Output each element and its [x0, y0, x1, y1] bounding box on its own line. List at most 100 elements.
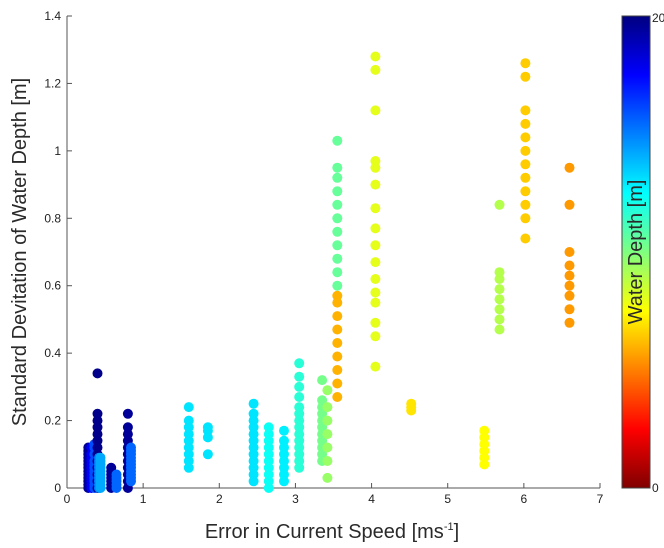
data-point — [317, 375, 328, 386]
data-point — [520, 233, 531, 244]
colorbar-max-label: 20 — [652, 11, 664, 25]
data-point — [564, 162, 575, 173]
y-tick-label: 0 — [54, 481, 61, 495]
data-point — [332, 338, 343, 348]
data-point — [520, 132, 531, 143]
y-tick-label: 0.2 — [44, 414, 61, 428]
x-tick-label: 3 — [292, 492, 299, 506]
data-point — [332, 267, 343, 278]
data-point — [370, 331, 381, 342]
data-point — [406, 398, 417, 409]
data-point — [564, 280, 575, 291]
data-point — [332, 280, 343, 291]
y-tick-label: 0.8 — [44, 211, 61, 225]
y-tick-label: 0.4 — [44, 346, 61, 360]
data-point — [370, 317, 381, 328]
data-point — [332, 186, 343, 197]
y-tick-label: 1.4 — [44, 9, 61, 23]
data-point — [322, 429, 333, 440]
data-point — [122, 422, 133, 433]
x-tick-label: 6 — [521, 492, 528, 506]
y-tick-label: 1.2 — [44, 76, 61, 90]
x-tick-label: 5 — [444, 492, 451, 506]
data-point — [294, 392, 305, 402]
data-point — [183, 415, 194, 426]
data-point — [564, 199, 575, 210]
data-point — [520, 159, 531, 170]
data-point — [494, 199, 505, 210]
data-point — [520, 186, 531, 197]
data-point — [564, 304, 575, 315]
data-point — [248, 398, 259, 409]
data-point — [564, 247, 575, 257]
colorbar-title: Water Depth [m] — [625, 180, 647, 325]
x-tick-label: 2 — [216, 492, 223, 506]
data-point — [294, 358, 305, 369]
data-point — [332, 226, 343, 237]
data-point — [322, 415, 333, 426]
y-ticks: 0 0.2 0.4 0.6 0.8 1 1.2 1.4 — [44, 9, 72, 495]
data-point — [370, 257, 381, 268]
data-point — [370, 274, 381, 284]
data-point — [479, 425, 490, 436]
data-point — [332, 324, 343, 335]
data-point — [494, 304, 505, 315]
data-point — [370, 156, 381, 166]
data-point — [322, 456, 333, 466]
data-point — [520, 213, 531, 224]
data-point — [332, 162, 343, 173]
data-point — [111, 469, 122, 480]
data-point — [520, 105, 531, 116]
x-tick-label: 0 — [64, 492, 71, 506]
data-point — [370, 64, 381, 75]
data-point — [520, 118, 531, 129]
data-point — [294, 371, 305, 382]
data-point — [520, 199, 531, 210]
data-point — [564, 260, 575, 271]
x-axis-title-superscript: -1 — [444, 521, 454, 533]
data-point — [332, 213, 343, 224]
data-point — [322, 385, 333, 396]
data-point — [520, 145, 531, 156]
x-tick-label: 1 — [140, 492, 147, 506]
data-point — [95, 452, 106, 463]
plot-frame — [66, 16, 600, 489]
data-point — [248, 408, 259, 419]
data-point — [370, 287, 381, 298]
data-point — [370, 51, 381, 62]
data-point — [370, 223, 381, 234]
data-point — [370, 105, 381, 116]
x-ticks: 0 1 2 3 4 5 6 7 — [64, 483, 604, 506]
data-point — [370, 179, 381, 190]
data-point — [294, 381, 305, 392]
data-point — [332, 351, 343, 362]
data-point — [322, 472, 333, 483]
y-axis-title: Standard Devitation of Water Depth [m] — [9, 78, 31, 426]
data-point — [322, 442, 333, 453]
x-tick-label: 4 — [368, 492, 375, 506]
data-point — [370, 203, 381, 214]
data-point — [494, 324, 505, 335]
colorbar-gradient — [621, 15, 651, 489]
x-tick-label: 7 — [597, 492, 604, 506]
data-point — [122, 408, 133, 419]
data-point — [494, 284, 505, 295]
data-point — [332, 199, 343, 210]
data-point — [106, 462, 117, 473]
data-point — [92, 408, 103, 419]
data-point — [183, 402, 194, 413]
data-point — [126, 442, 136, 453]
y-tick-label: 1 — [54, 144, 61, 158]
data-point — [263, 422, 274, 433]
data-point — [332, 378, 343, 389]
data-point — [294, 402, 305, 413]
data-point — [370, 361, 381, 372]
y-tick-label: 0.6 — [44, 279, 61, 293]
data-point — [332, 392, 343, 402]
data-point — [92, 368, 103, 379]
data-point — [279, 425, 289, 436]
data-point — [332, 240, 343, 251]
data-point — [332, 365, 343, 375]
data-point — [202, 422, 213, 433]
